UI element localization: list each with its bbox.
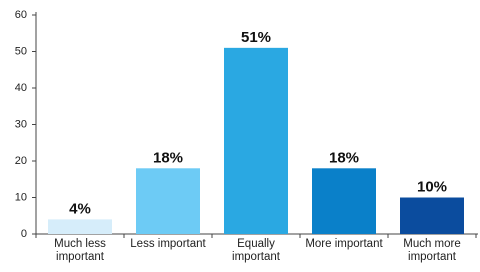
value-label: 18%: [329, 149, 359, 166]
y-tick-label: 50: [15, 45, 27, 57]
y-tick-label: 20: [15, 155, 27, 167]
y-tick-label: 10: [15, 191, 27, 203]
x-tick-label: Much less important: [54, 238, 106, 263]
bar: [136, 168, 200, 234]
x-tick-label: Equally important: [232, 238, 280, 263]
y-tick-label: 40: [15, 82, 27, 94]
x-tick-label: Much more important: [403, 238, 461, 263]
y-tick-label: 0: [21, 228, 27, 240]
bar: [400, 197, 464, 234]
value-label: 51%: [241, 29, 271, 46]
x-tick-label: Less important: [130, 238, 206, 250]
y-tick-label: 30: [15, 118, 27, 130]
y-tick-label: 60: [15, 9, 27, 21]
bar: [48, 219, 112, 234]
x-tick-label: More important: [305, 238, 383, 250]
value-label: 4%: [69, 200, 91, 217]
value-label: 10%: [417, 178, 447, 195]
bar: [224, 47, 288, 234]
bar: [312, 168, 376, 234]
value-label: 18%: [153, 149, 183, 166]
